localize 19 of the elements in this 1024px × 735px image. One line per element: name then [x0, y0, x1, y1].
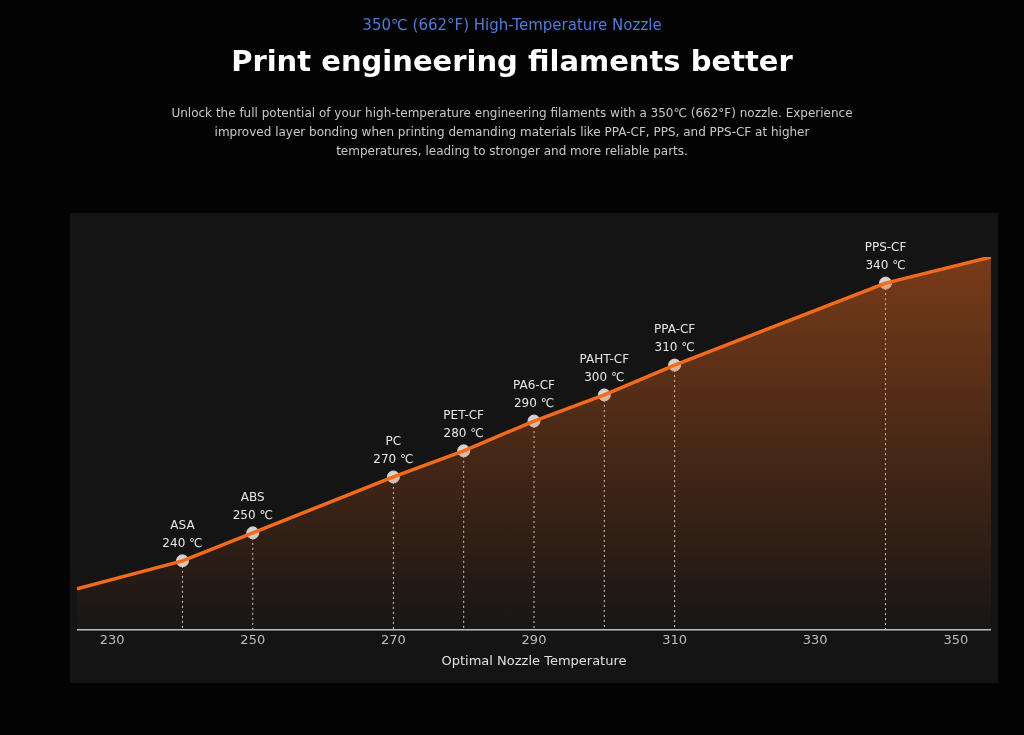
annotation: PAHT-CF 300 ℃: [579, 351, 630, 384]
annotation: ABS 250 ℃: [232, 489, 273, 522]
text: Unlock the full potential of your high-temperature engineering filaments with a 350℃ (662°F) nozzle. Experience improved layer bonding when printing demanding materials like PPA-CF, PPS, and PPS-CF at higher temperatures, leading to stronger and more reliable parts.: [170, 105, 854, 160]
annotation: PPA-CF 310 ℃: [653, 322, 696, 355]
x-tick-label: 290: [521, 631, 547, 647]
x-tick-label: 230: [99, 631, 125, 647]
chart-subtitle: 350℃ (662°F) High-Temperature Nozzle: [361, 16, 663, 34]
x-tick-label: 350: [943, 631, 969, 647]
x-tick-label: 270: [380, 631, 406, 647]
annotation: ASA 240 ℃: [162, 517, 203, 550]
annotation: PET-CF 280 ℃: [443, 407, 485, 440]
annotation: PC 270 ℃: [373, 433, 414, 466]
x-axis-title: Optimal Nozzle Temperature: [441, 652, 627, 668]
x-tick-label: 330: [802, 631, 828, 647]
annotation: PPS-CF 340 ℃: [864, 240, 907, 273]
annotation: PA6-CF 290 ℃: [513, 378, 556, 411]
x-tick-label: 310: [662, 631, 688, 647]
x-tick-label: 250: [240, 631, 266, 647]
chart-title: Print engineering filaments better: [230, 44, 794, 78]
